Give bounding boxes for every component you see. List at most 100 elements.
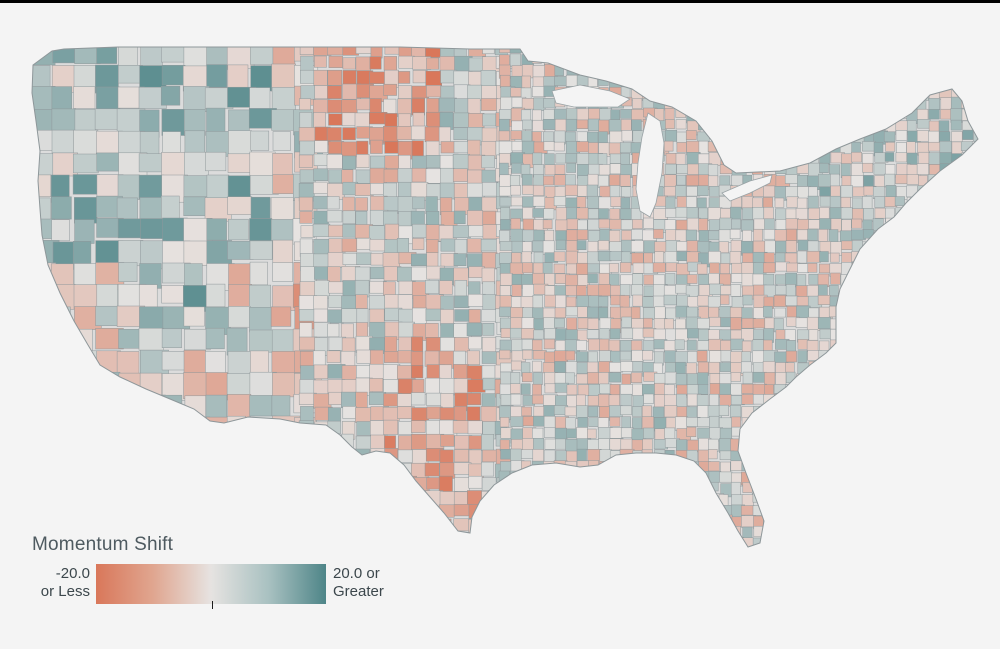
county-cell: [313, 308, 328, 323]
county-cell: [697, 47, 712, 57]
county-cell: [609, 427, 623, 439]
county-cell: [973, 417, 978, 430]
county-cell: [719, 141, 732, 155]
county-cell: [774, 131, 789, 144]
county-cell: [852, 460, 867, 473]
county-cell: [272, 174, 296, 194]
county-cell: [499, 417, 510, 428]
county-cell: [383, 504, 403, 517]
county-cell: [808, 207, 822, 220]
county-cell: [533, 472, 545, 487]
county-cell: [764, 75, 779, 86]
county-cell: [116, 351, 140, 377]
county-cell: [984, 297, 997, 309]
county-cell: [951, 439, 962, 454]
county-cell: [544, 294, 558, 308]
county-cell: [764, 372, 776, 386]
county-cell: [896, 492, 908, 508]
county-cell: [775, 108, 787, 122]
county-cell: [138, 394, 166, 421]
county-cell: [896, 241, 907, 251]
county-cell: [51, 329, 73, 355]
county-cell: [983, 330, 995, 341]
county-cell: [984, 229, 996, 239]
county-cell: [961, 86, 975, 99]
county-cell: [598, 47, 608, 58]
county-cell: [951, 351, 962, 364]
county-cell: [895, 329, 906, 342]
county-cell: [510, 393, 522, 406]
county-cell: [951, 538, 962, 547]
county-cell: [588, 64, 602, 78]
county-cell: [32, 305, 54, 327]
county-cell: [873, 274, 883, 287]
county-cell: [522, 372, 533, 383]
county-cell: [533, 372, 543, 385]
county-cell: [928, 318, 939, 333]
county-cell: [480, 98, 498, 111]
county-cell: [797, 460, 812, 473]
county-cell: [51, 219, 70, 242]
county-cell: [32, 174, 52, 197]
county-cell: [973, 240, 978, 253]
county-cell: [929, 208, 941, 223]
county-cell: [369, 349, 384, 365]
county-cell: [587, 470, 601, 482]
county-cell: [729, 74, 744, 87]
county-cell: [709, 316, 721, 327]
county-cell: [576, 471, 591, 483]
county-cell: [397, 449, 413, 463]
county-cell: [950, 284, 963, 297]
county-cell: [896, 64, 910, 77]
legend-min-label-line2: or Less: [40, 583, 90, 600]
county-cell: [762, 119, 773, 133]
county-cell: [467, 379, 486, 393]
legend-min-label-line1: -20.0: [55, 565, 90, 582]
county-cell: [884, 305, 896, 317]
county-cell: [355, 47, 372, 54]
county-cell: [927, 305, 939, 318]
county-cell: [686, 274, 698, 284]
county-cell: [664, 251, 679, 265]
county-cell: [874, 393, 885, 407]
county-cell: [299, 140, 315, 156]
county-cell: [313, 168, 329, 181]
county-cell: [797, 538, 808, 547]
county-cell: [440, 337, 457, 354]
county-cell: [398, 154, 411, 171]
county-cell: [763, 515, 775, 526]
county-cell: [32, 284, 56, 304]
county-cell: [753, 47, 767, 59]
county-cell: [819, 482, 830, 494]
county-cell: [741, 494, 754, 507]
county-cell: [962, 208, 976, 220]
county-cell: [632, 219, 643, 229]
county-cell: [341, 462, 359, 474]
county-cell: [742, 162, 756, 173]
county-cell: [621, 130, 633, 142]
county-cell: [482, 449, 498, 463]
great-lake-michigan: [635, 112, 665, 218]
county-cell: [984, 319, 997, 332]
county-cell: [796, 395, 809, 409]
county-cell: [566, 162, 576, 173]
county-cell: [830, 75, 841, 89]
county-cell: [763, 98, 774, 113]
legend-max-label-line2: Greater: [333, 583, 384, 600]
county-cell: [161, 65, 186, 86]
county-cell: [653, 527, 666, 538]
county-cell: [983, 538, 996, 549]
county-cell: [555, 230, 567, 241]
county-cell: [501, 560, 512, 572]
county-cell: [481, 434, 494, 452]
county-cell: [698, 174, 710, 187]
county-cell: [972, 208, 978, 220]
county-cell: [313, 295, 328, 311]
county-cell: [630, 372, 643, 383]
county-cell: [850, 274, 862, 288]
county-cell: [643, 427, 655, 439]
county-cell: [609, 163, 622, 175]
county-cell: [985, 264, 997, 277]
county-cell: [817, 295, 831, 305]
county-cell: [819, 196, 831, 207]
